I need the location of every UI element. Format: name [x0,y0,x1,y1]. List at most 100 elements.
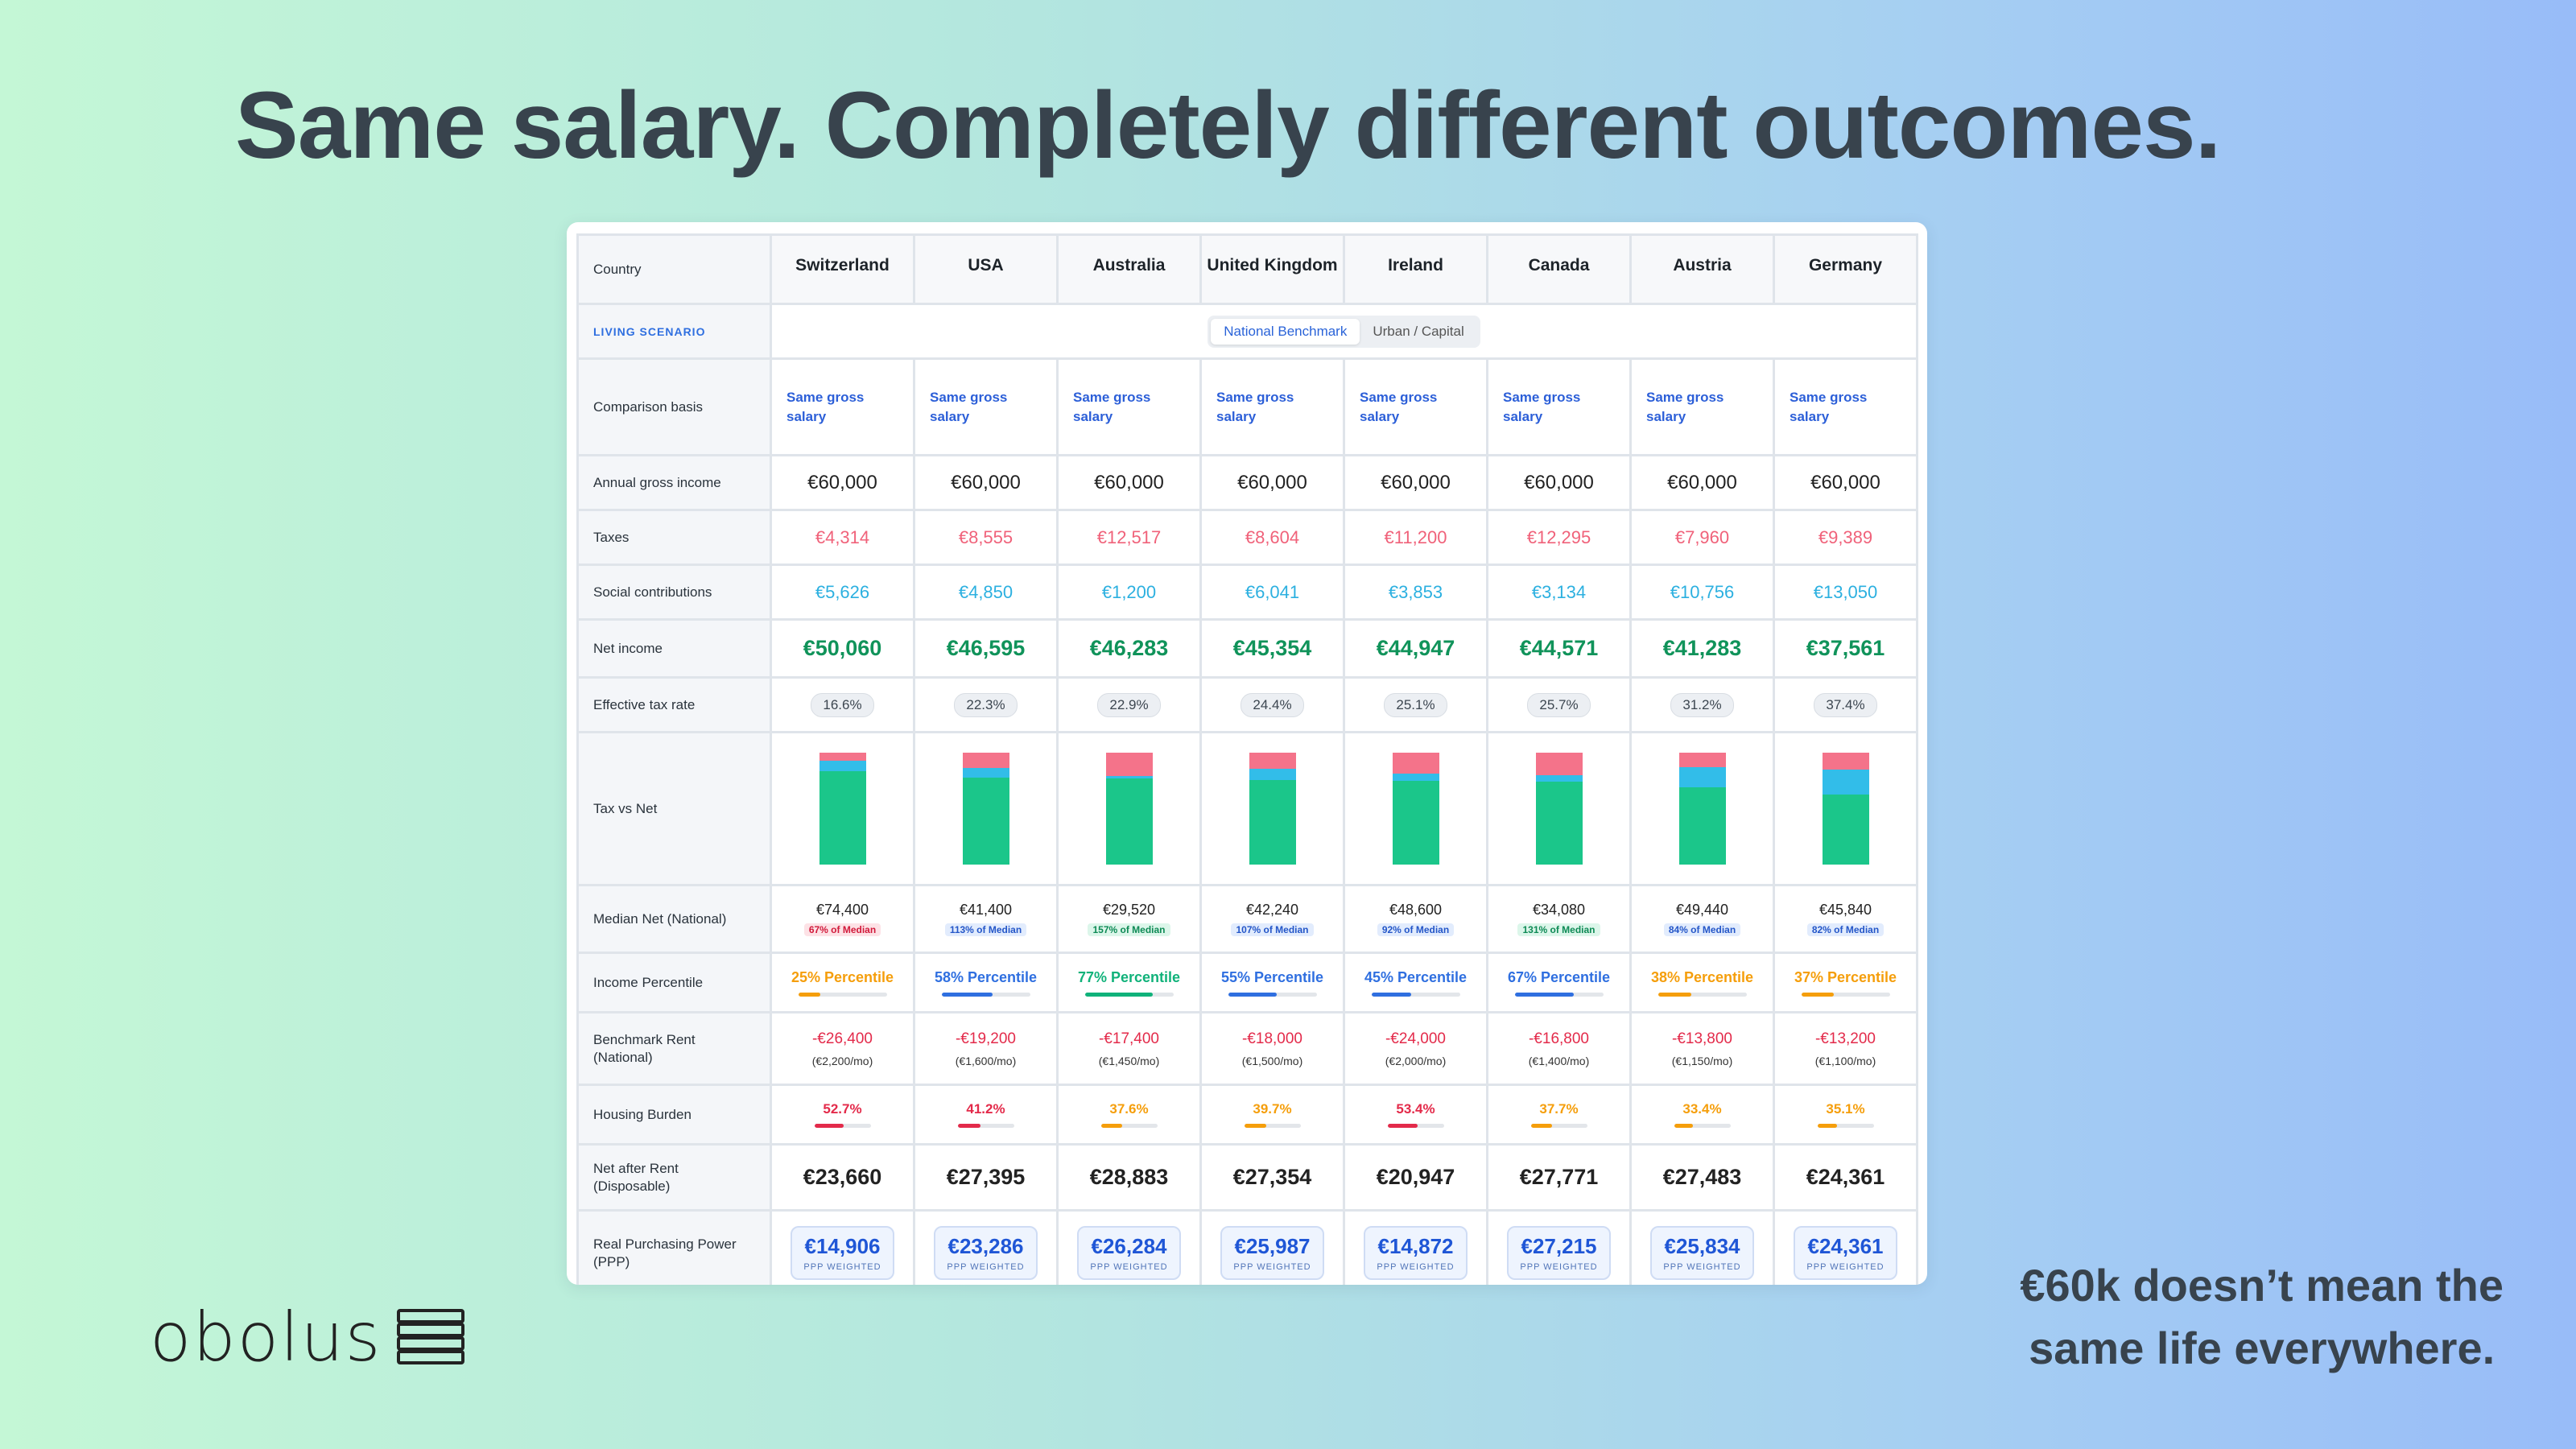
percentile-fill [1657,992,1692,997]
percentile-value: 38% Percentile [1650,968,1754,985]
burden-track [1817,1124,1874,1128]
median-net-cell: €29,520 157% of Median [1059,886,1202,954]
median-net-cell: €48,600 92% of Median [1345,886,1488,954]
ppp-value: €26,284 [1091,1234,1167,1258]
percentile-value: 67% Percentile [1507,968,1611,985]
social-segment [1392,773,1439,781]
benchmark-rent-cell: -€13,800 (€1,150/mo) [1632,1013,1775,1086]
stacked-bar [1105,752,1153,865]
headline: Same salary. Completely different outcom… [235,72,2221,179]
taxes-cell: €11,200 [1345,511,1488,566]
burden-track [957,1124,1014,1128]
social-contributions-cell: €4,850 [915,566,1059,621]
stacked-bar [819,752,866,865]
tax-vs-net-cell [1632,733,1775,886]
burden-track [1674,1124,1731,1128]
benchmark-rent-cell: -€24,000 (€2,000/mo) [1345,1013,1488,1086]
rent-annual: -€16,800 [1528,1030,1589,1047]
rent-monthly: (€1,600/mo) [955,1054,1017,1067]
rent-annual: -€24,000 [1385,1030,1446,1047]
taxes-cell: €12,295 [1488,511,1632,566]
social-contributions-cell: €3,853 [1345,566,1488,621]
ppp-cell: €25,987 PPP WEIGHTED [1202,1212,1345,1285]
median-ratio-badge: 157% of Median [1088,923,1170,936]
net-income-cell: €41,283 [1632,621,1775,679]
taxes-cell: €7,960 [1632,511,1775,566]
gross-income-cell: €60,000 [915,456,1059,511]
burden-track [1530,1124,1587,1128]
percentile-value: 45% Percentile [1364,968,1468,985]
tax-vs-net-cell [915,733,1059,886]
stack-icon [397,1309,465,1364]
social-contributions-cell: €5,626 [772,566,915,621]
stacked-bar [1392,752,1439,865]
percentile-value: 25% Percentile [791,968,894,985]
effective-tax-pill: 31.2% [1670,692,1734,717]
rent-monthly: (€2,200/mo) [811,1054,873,1067]
ppp-box: €27,215 PPP WEIGHTED [1507,1226,1611,1280]
effective-tax-cell: 16.6% [772,679,915,733]
percentile-track [1371,992,1460,997]
tax-segment [1535,752,1583,776]
logo-text: obolus [150,1298,382,1377]
effective-tax-cell: 22.9% [1059,679,1202,733]
benchmark-rent-cell: -€16,800 (€1,400/mo) [1488,1013,1632,1086]
effective-tax-pill: 37.4% [1814,692,1877,717]
social-segment [1535,775,1583,782]
housing-burden-value: 37.6% [1109,1101,1149,1117]
effective-tax-pill: 24.4% [1241,692,1304,717]
percentile-fill [941,992,993,997]
income-percentile-cell: 77% Percentile [1059,954,1202,1013]
percentile-fill [798,992,820,997]
ppp-weighted-label: PPP WEIGHTED [1233,1262,1311,1272]
benchmark-rent-cell: -€17,400 (€1,450/mo) [1059,1013,1202,1086]
ppp-cell: €23,286 PPP WEIGHTED [915,1212,1059,1285]
national-benchmark-button[interactable]: National Benchmark [1211,318,1360,345]
median-net-value: €41,400 [959,902,1013,918]
median-net-value: €49,440 [1675,902,1729,918]
tax-segment [1678,752,1726,768]
ppp-box: €24,361 PPP WEIGHTED [1794,1226,1897,1280]
housing-burden-value: 52.7% [823,1101,862,1117]
net-income-cell: €50,060 [772,621,915,679]
net-segment [819,770,866,865]
country-header: Australia [1059,236,1202,305]
effective-tax-pill: 25.1% [1384,692,1447,717]
social-contributions-cell: €10,756 [1632,566,1775,621]
median-net-cell: €74,400 67% of Median [772,886,915,954]
tax-segment [1392,752,1439,774]
median-ratio-badge: 131% of Median [1517,923,1600,936]
ppp-value: €27,215 [1521,1234,1597,1258]
ppp-weighted-label: PPP WEIGHTED [1663,1262,1741,1272]
tax-vs-net-cell [1059,733,1202,886]
row-label-social: Social contributions [579,566,772,621]
burden-fill [1387,1124,1418,1128]
tax-vs-net-cell [1202,733,1345,886]
ppp-cell: €27,215 PPP WEIGHTED [1488,1212,1632,1285]
effective-tax-pill: 22.3% [954,692,1018,717]
income-percentile-cell: 55% Percentile [1202,954,1345,1013]
percentile-track [1514,992,1604,997]
burden-fill [1100,1124,1122,1128]
comparison-basis-cell: Same gross salary [1345,360,1488,456]
row-label-scenario: LIVING SCENARIO [579,305,772,360]
housing-burden-cell: 35.1% [1775,1086,1918,1146]
percentile-value: 58% Percentile [934,968,1038,985]
comparison-basis-cell: Same gross salary [1202,360,1345,456]
comparison-panel: Country Switzerland USA Australia United Kin… [567,222,1927,1285]
net-segment [1105,778,1153,865]
rent-annual: -€19,200 [955,1030,1016,1047]
net-segment [962,777,1009,865]
rent-annual: -€18,000 [1241,1030,1302,1047]
urban-capital-button[interactable]: Urban / Capital [1373,323,1464,339]
ppp-weighted-label: PPP WEIGHTED [1377,1262,1455,1272]
effective-tax-cell: 37.4% [1775,679,1918,733]
net-segment [1249,779,1296,865]
scenario-row: National Benchmark Urban / Capital [772,305,1918,360]
median-ratio-badge: 67% of Median [803,923,881,936]
ppp-box: €14,906 PPP WEIGHTED [791,1226,894,1280]
effective-tax-cell: 25.1% [1345,679,1488,733]
social-segment [819,760,866,771]
percentile-track [798,992,887,997]
tax-segment [1822,752,1869,770]
